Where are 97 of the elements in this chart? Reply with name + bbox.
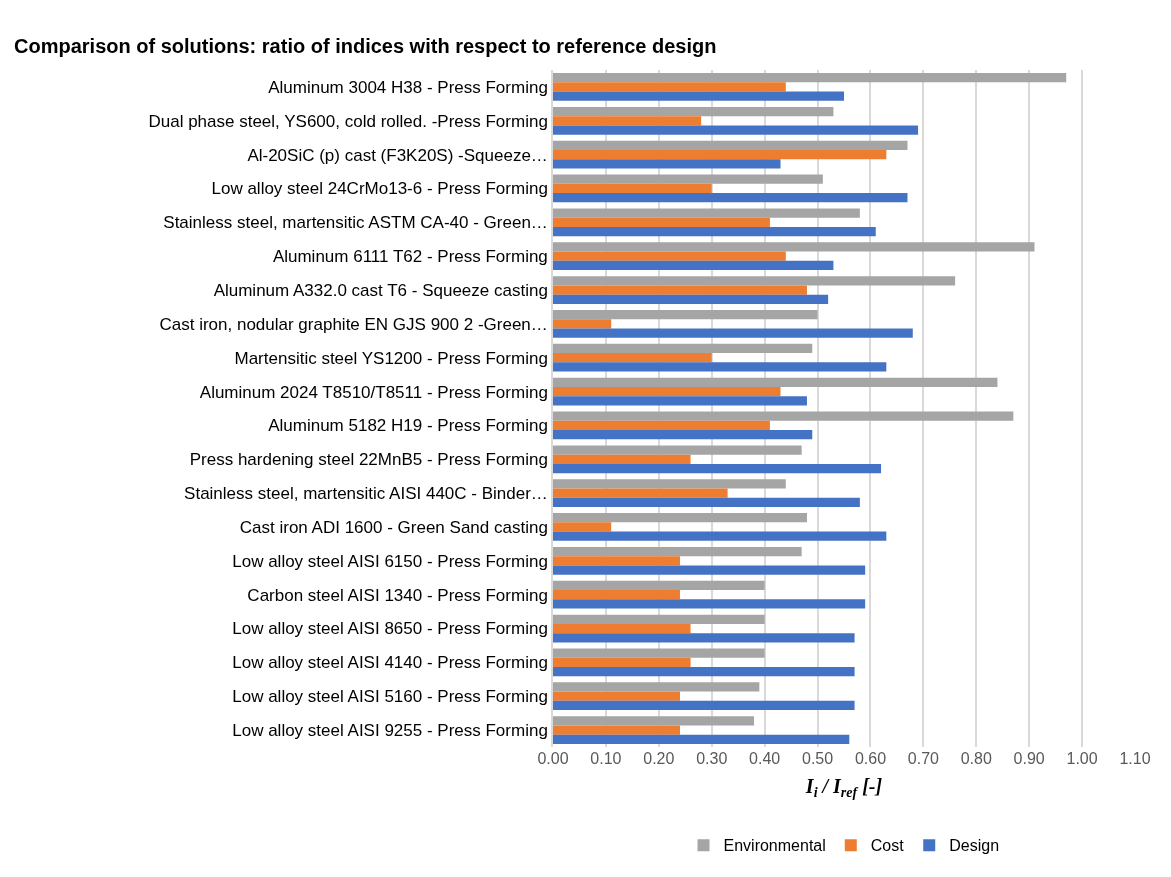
bar [553, 599, 866, 609]
y-tick-label: Aluminum 3004 H38 - Press Forming [268, 77, 548, 97]
x-axis-title: I$_{i}$ / I$_{ref}$ [-] [804, 774, 883, 800]
bar [553, 377, 998, 387]
bar [553, 183, 712, 194]
bar [553, 319, 612, 329]
bar [553, 310, 818, 320]
bar [553, 463, 882, 474]
bar [553, 497, 860, 507]
x-tick-label: 0.30 [696, 750, 728, 767]
bar [553, 682, 760, 692]
y-tick-label: Martensitic steel YS1200 - Press Forming [234, 348, 548, 368]
bar [553, 140, 908, 150]
bar [553, 208, 860, 218]
bar [553, 556, 680, 566]
x-tick-label: 0.90 [1013, 750, 1045, 767]
y-tick-label: Al-20SiC (p) cast (F3K20S) -Squeeze… [247, 145, 548, 165]
bar [553, 396, 807, 406]
bar [553, 623, 691, 634]
bar [553, 657, 691, 667]
y-tick-label: Low alloy steel AISI 6150 - Press Forming [232, 551, 548, 571]
bar [553, 226, 876, 237]
x-tick-label: 1.10 [1119, 750, 1151, 767]
bar [553, 614, 765, 624]
bar [553, 251, 786, 261]
y-tick-label: Low alloy steel AISI 8650 - Press Forming [232, 619, 548, 639]
bar [553, 328, 913, 338]
bar [553, 648, 765, 658]
bar [553, 125, 919, 135]
bar [553, 513, 807, 523]
x-tick-label: 0.70 [907, 750, 940, 767]
x-tick-label: 0.50 [801, 750, 834, 767]
y-tick-label: Aluminum 6111 T62 - Press Forming [272, 247, 548, 267]
bar [553, 411, 1014, 421]
y-tick-label: Press hardening steel 22MnB5 - Press Forming [189, 450, 548, 470]
y-tick-label: Low alloy steel AISI 4140 - Press Forming [232, 653, 548, 673]
x-tick-label: 0.40 [749, 750, 781, 767]
y-tick-label: Low alloy steel 24CrMo13-6 - Press Forming [211, 179, 548, 199]
bar [553, 725, 680, 735]
y-tick-label: Low alloy steel AISI 5160 - Press Forming [232, 687, 548, 707]
bar [553, 217, 770, 227]
legend-label: Cost [870, 837, 905, 855]
bar [553, 420, 770, 431]
text: Comparison of solutions: ratio of indices with respect to reference design [14, 35, 717, 58]
legend-label: Design [949, 837, 1000, 855]
bar [553, 116, 702, 126]
y-tick-label: Stainless steel, martensitic AISI 440C - Binder… [184, 484, 548, 504]
bar [553, 430, 813, 440]
bar [553, 633, 855, 643]
y-tick-label: Low alloy steel AISI 9255 - Press Forming [232, 721, 548, 741]
bar [553, 691, 680, 701]
bar [553, 174, 823, 184]
bar [553, 294, 829, 304]
bar [553, 531, 887, 541]
x-tick-label: 0.20 [643, 750, 675, 767]
bar [553, 242, 1035, 252]
bar [553, 590, 680, 600]
x-tick-label: 0.80 [960, 750, 992, 767]
bar [553, 260, 834, 271]
x-tick-label: 0.10 [590, 750, 622, 767]
bar [553, 565, 866, 575]
bar [553, 91, 844, 101]
bar [553, 667, 855, 677]
bar [553, 479, 786, 489]
bar [553, 150, 887, 160]
x-tick-label: 0.00 [537, 750, 569, 767]
bar [553, 580, 765, 591]
bar [553, 488, 728, 498]
bar [553, 454, 691, 464]
bar [553, 353, 712, 363]
bar [553, 386, 781, 397]
x-tick-label: 1.00 [1066, 750, 1098, 767]
bar [553, 546, 802, 557]
bar [553, 343, 813, 354]
x-tick-label: 0.60 [854, 750, 887, 767]
y-tick-label: Carbon steel AISI 1340 - Press Forming [247, 585, 548, 605]
bar [553, 285, 807, 295]
bar [553, 82, 786, 92]
bar [553, 276, 956, 286]
bar [553, 159, 781, 169]
bar [553, 73, 1067, 83]
y-tick-label: Aluminum A332.0 cast T6 - Squeeze casting [213, 280, 548, 300]
y-tick-label: Aluminum 5182 H19 - Press Forming [268, 416, 548, 436]
bar [553, 106, 834, 117]
y-tick-label: Stainless steel, martensitic ASTM CA-40 - Green… [163, 213, 548, 233]
bar [553, 522, 612, 532]
bar [553, 716, 755, 726]
legend-label: Environmental [723, 837, 826, 855]
bar [553, 734, 850, 744]
bar [553, 362, 887, 372]
bar [553, 445, 802, 455]
y-tick-label: Dual phase steel, YS600, cold rolled. -Press Forming [148, 111, 548, 131]
y-tick-label: Cast iron ADI 1600 - Green Sand casting [239, 517, 548, 537]
y-tick-label: Cast iron, nodular graphite EN GJS 900 2 -Green… [159, 314, 548, 334]
y-tick-label: Aluminum 2024 T8510/T8511 - Press Forming [199, 382, 548, 402]
bar [553, 700, 855, 711]
bar [553, 193, 908, 203]
